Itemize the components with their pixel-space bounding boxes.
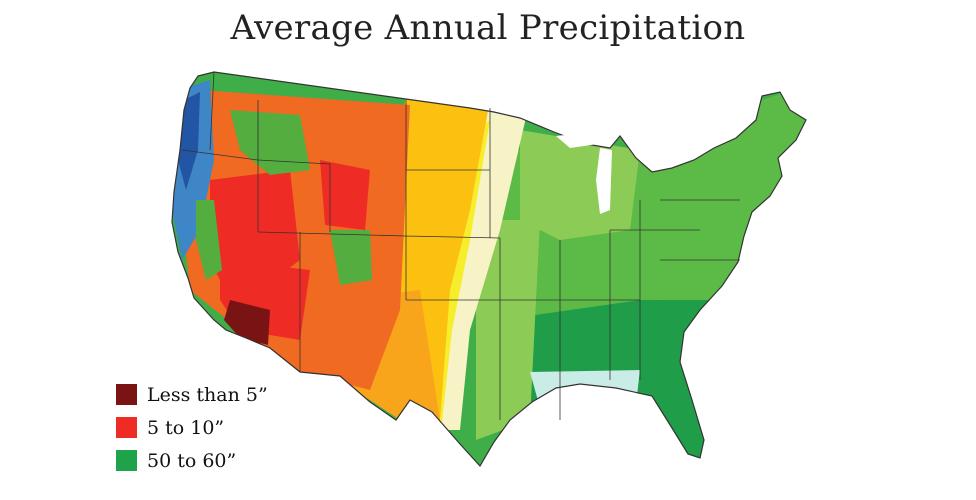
- legend-label: 5 to 10”: [147, 416, 225, 439]
- legend: Less than 5” 5 to 10” 50 to 60”: [116, 378, 268, 477]
- zone-green-sierra: [196, 200, 222, 280]
- map-title: Average Annual Precipitation: [230, 8, 746, 48]
- legend-label: Less than 5”: [147, 383, 268, 406]
- legend-swatch: [116, 417, 137, 438]
- legend-item-50-to-60: 50 to 60”: [116, 444, 268, 477]
- us-outline: [171, 71, 807, 468]
- boundary-lines: [181, 71, 740, 420]
- zone-light-green-plains: [476, 220, 540, 440]
- state-boundaries: [171, 71, 807, 468]
- legend-swatch: [116, 384, 137, 405]
- legend-item-less-than-5: Less than 5”: [116, 378, 268, 411]
- zone-pale-gulf-coast: [530, 370, 640, 408]
- legend-label: 50 to 60”: [147, 449, 237, 472]
- zone-mountain-green: [230, 110, 310, 175]
- legend-swatch: [116, 450, 137, 471]
- lake-michigan: [596, 148, 612, 214]
- zone-very-dry-wyoming: [320, 160, 370, 230]
- legend-item-5-to-10: 5 to 10”: [116, 411, 268, 444]
- lake-superior: [556, 130, 612, 148]
- zone-desert-core: [224, 300, 270, 345]
- zone-mountain-green-rockies: [330, 230, 372, 285]
- zone-green-northeast: [620, 80, 806, 300]
- great-lakes: [556, 130, 612, 214]
